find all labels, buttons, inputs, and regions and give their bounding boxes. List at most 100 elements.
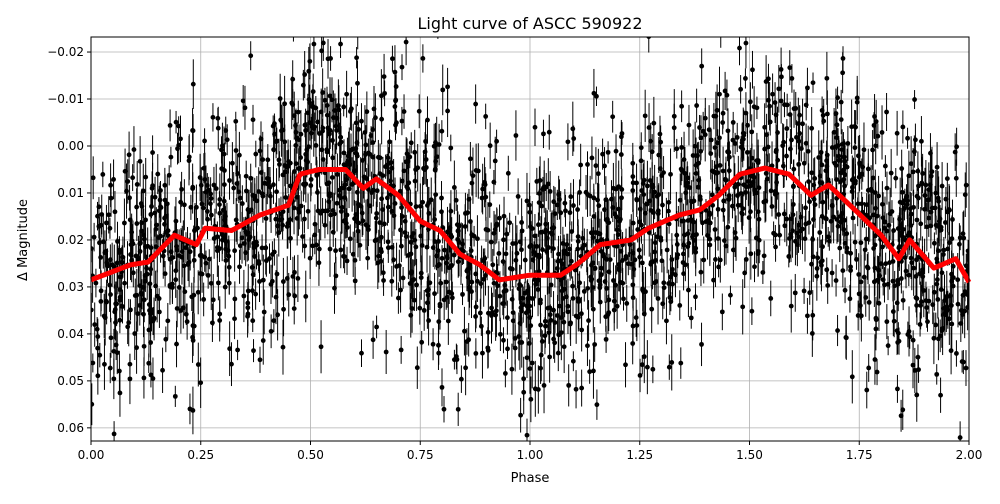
data-point (713, 256, 718, 262)
data-point (338, 185, 344, 191)
data-point (544, 248, 550, 254)
data-point (721, 198, 727, 204)
x-tick-label: 2.00 (956, 448, 983, 462)
data-point (596, 203, 602, 209)
data-point (581, 289, 587, 294)
data-point (611, 307, 617, 313)
data-point (749, 129, 755, 135)
data-point (893, 175, 899, 181)
data-point (899, 166, 905, 171)
data-point (633, 315, 639, 320)
data-point (593, 163, 599, 169)
data-point (637, 219, 642, 225)
data-point (182, 289, 188, 295)
data-point (615, 232, 621, 238)
data-point (252, 253, 258, 259)
data-point (560, 241, 566, 246)
data-point (439, 128, 445, 134)
data-point (420, 56, 426, 61)
data-point (760, 270, 766, 275)
data-point (148, 212, 154, 217)
data-point (894, 328, 900, 334)
data-point (733, 235, 739, 241)
data-point (184, 319, 190, 325)
data-point (658, 235, 664, 241)
data-point (927, 182, 933, 188)
data-point (812, 176, 818, 181)
data-point (803, 205, 808, 211)
data-point (592, 266, 598, 272)
data-point (528, 396, 534, 402)
data-point (929, 169, 935, 175)
data-point (618, 134, 624, 140)
data-point (787, 146, 793, 152)
data-point (933, 322, 939, 328)
data-point (655, 296, 661, 301)
data-point (330, 138, 335, 143)
data-point (712, 145, 718, 151)
data-point (853, 124, 859, 130)
data-point (838, 99, 844, 105)
data-point (176, 253, 182, 259)
data-point (957, 235, 963, 241)
data-point (403, 234, 409, 239)
data-point (463, 210, 468, 216)
data-point (949, 303, 954, 308)
data-point (547, 354, 553, 360)
data-point (915, 168, 921, 174)
data-point (97, 240, 102, 246)
data-point (693, 294, 698, 300)
data-point (805, 313, 810, 319)
data-point (614, 303, 620, 309)
data-point (768, 188, 774, 194)
data-point (782, 23, 787, 28)
data-point (248, 175, 254, 181)
data-point (364, 223, 370, 229)
data-point (538, 322, 544, 328)
data-point (590, 306, 596, 312)
data-point (448, 145, 454, 151)
data-point (862, 247, 868, 253)
data-point (699, 63, 705, 69)
data-point (139, 220, 145, 226)
data-point (514, 250, 520, 256)
data-point (573, 386, 579, 392)
data-point (911, 265, 917, 271)
data-point (282, 163, 288, 168)
data-point (190, 81, 196, 87)
data-point (502, 371, 508, 376)
data-point (260, 277, 266, 283)
data-point (603, 217, 609, 223)
data-point (125, 324, 131, 330)
data-point (229, 160, 235, 166)
data-point (503, 288, 509, 293)
data-point (618, 152, 624, 157)
data-point (811, 182, 817, 188)
data-point (355, 80, 360, 86)
data-point (824, 111, 830, 117)
data-point (801, 288, 807, 294)
data-point (97, 352, 103, 358)
data-point (408, 312, 414, 318)
data-point (674, 146, 680, 152)
data-point (391, 257, 397, 263)
data-point (363, 152, 368, 157)
data-point (831, 214, 837, 220)
data-point (809, 170, 815, 176)
data-point (688, 315, 694, 321)
data-point (949, 321, 955, 327)
data-point (534, 244, 540, 249)
data-point (534, 179, 540, 184)
data-point (504, 231, 510, 237)
data-point (467, 287, 473, 293)
data-point (302, 72, 308, 77)
data-point (271, 318, 277, 324)
data-point (630, 174, 636, 179)
data-point (597, 299, 603, 305)
data-point (742, 270, 748, 276)
data-point (698, 269, 704, 275)
data-point (399, 118, 405, 124)
data-point (91, 401, 95, 407)
data-point (341, 104, 347, 110)
data-point (820, 199, 826, 205)
